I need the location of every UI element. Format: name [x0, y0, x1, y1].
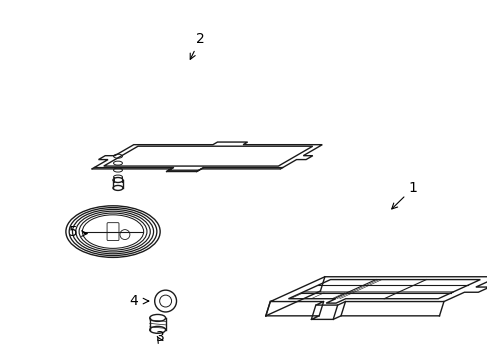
Text: 2: 2: [190, 32, 204, 59]
Text: 5: 5: [69, 225, 78, 239]
Text: 4: 4: [129, 294, 137, 308]
Polygon shape: [103, 146, 312, 166]
Ellipse shape: [113, 177, 122, 183]
Ellipse shape: [149, 327, 165, 333]
Text: 1: 1: [391, 181, 417, 209]
Ellipse shape: [149, 314, 165, 321]
Ellipse shape: [113, 185, 122, 190]
Text: 3: 3: [155, 330, 164, 344]
